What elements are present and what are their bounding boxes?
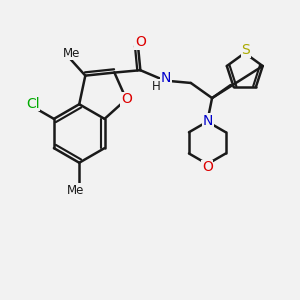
- Text: N: N: [203, 114, 214, 128]
- Text: O: O: [121, 92, 132, 106]
- Text: Me: Me: [67, 184, 84, 196]
- Text: S: S: [241, 43, 250, 57]
- Text: O: O: [202, 160, 213, 174]
- Text: Cl: Cl: [26, 97, 40, 111]
- Text: O: O: [135, 35, 146, 50]
- Text: H: H: [152, 80, 161, 93]
- Text: N: N: [160, 71, 171, 85]
- Text: Me: Me: [63, 47, 81, 60]
